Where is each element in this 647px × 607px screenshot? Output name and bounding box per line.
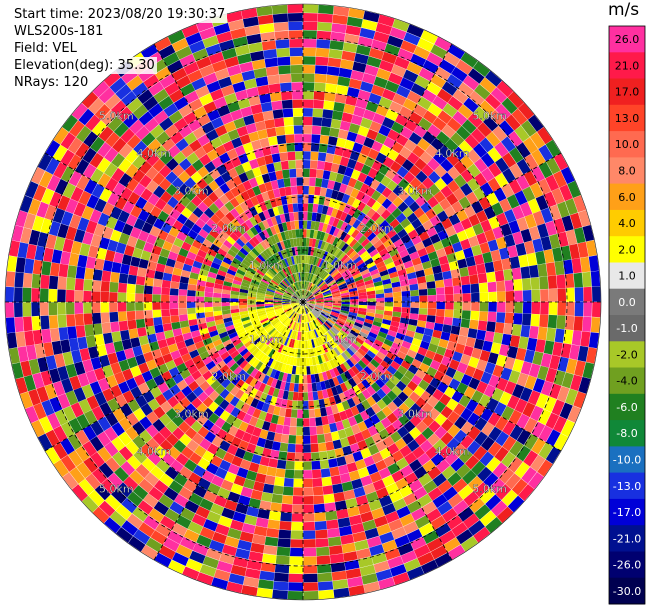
range-ring-label: 1.0km [323, 259, 358, 272]
range-ring-label: 5.0km [99, 109, 134, 122]
range-ring-label: 5.0km [472, 109, 507, 122]
azimuth-line [44, 152, 304, 303]
range-ring-label: 2.0km [360, 222, 395, 235]
azimuth-line [153, 43, 304, 303]
range-ring-label: 5.0km [472, 483, 507, 496]
range-ring-label: 3.0km [397, 184, 432, 197]
range-ring-label: 4.0km [435, 147, 470, 160]
range-ring-label: 4.0km [137, 445, 172, 458]
azimuth-line [153, 301, 304, 561]
range-rings: 1.0km 1.0km 1.0km 1.0km 2.0km 2.0km 2.0km 2.0km… [5, 4, 601, 600]
azimuth-line [302, 301, 562, 452]
nrays-label: NRays: 120 [12, 74, 91, 91]
range-ring-label: 3.0km [397, 408, 432, 421]
range-ring-label: 5.0km [99, 483, 134, 496]
plot-boundary [4, 3, 602, 601]
range-ring-label: 4.0km [137, 147, 172, 160]
range-ring-label: 4.0km [435, 445, 470, 458]
colorbar-unit-label: m/s [608, 0, 640, 20]
azimuth-line [302, 43, 453, 303]
instrument-label: WLS200s-181 [12, 23, 106, 40]
range-ring-label: 2.0km [212, 370, 247, 383]
range-ring-label: 3.0km [174, 408, 209, 421]
azimuth-line [302, 152, 562, 303]
elevation-label: Elevation(deg): 35.30 [12, 57, 157, 74]
range-ring-label: 2.0km [360, 370, 395, 383]
range-ring-label: 2.0km [212, 222, 247, 235]
azimuth-line [44, 301, 304, 452]
field-label: Field: VEL [12, 40, 79, 57]
range-ring-label: 1.0km [323, 333, 358, 346]
range-ring-label: 1.0km [249, 333, 284, 346]
range-ring-label: 3.0km [174, 184, 209, 197]
range-ring-label: 1.0km [249, 259, 284, 272]
range-ring [38, 37, 568, 567]
start-time-label: Start time: 2023/08/20 19:30:37 [12, 6, 228, 23]
azimuth-line [302, 301, 453, 561]
ppi-gates [5, 4, 601, 600]
